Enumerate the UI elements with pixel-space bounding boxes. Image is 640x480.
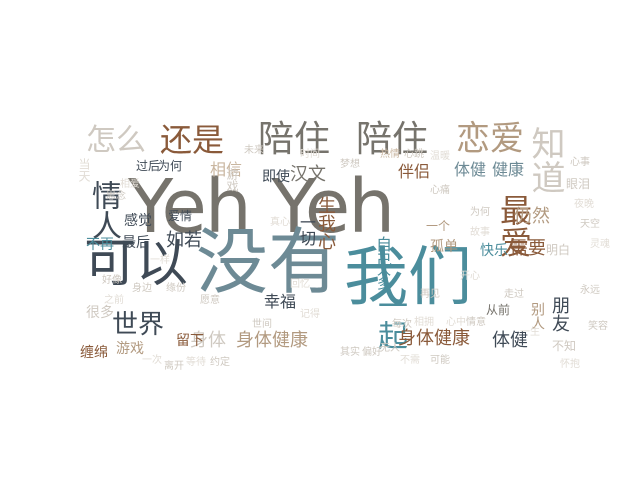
cloud-word: 开心 [460, 271, 480, 282]
cloud-word: 体健 [454, 160, 487, 179]
cloud-word: 走过 [504, 289, 524, 300]
cloud-word: 别人 [529, 302, 545, 330]
cloud-word: 如若 [166, 230, 202, 251]
cloud-word: 游戏 [225, 168, 239, 192]
cloud-word: 心中 [446, 317, 466, 328]
cloud-word: 世界 [112, 310, 165, 340]
cloud-word: 天空 [580, 219, 600, 230]
cloud-word: 故事 [470, 227, 490, 238]
cloud-word: 真心 [270, 217, 290, 228]
cloud-word: 心痛 [430, 185, 450, 196]
cloud-word: 记得 [300, 309, 320, 320]
cloud-word: 身边 [132, 283, 152, 294]
cloud-word: 还是 [160, 121, 225, 159]
cloud-word: 为何 [470, 207, 490, 218]
cloud-word: 游戏 [116, 341, 144, 357]
cloud-word: 需要 [510, 238, 546, 259]
cloud-word: 之前 [104, 295, 124, 306]
cloud-word: 快乐 [480, 243, 508, 259]
cloud-word: 回忆 [290, 279, 310, 290]
cloud-word: 心跳 [404, 149, 424, 160]
cloud-word: 可以 [84, 234, 189, 294]
cloud-word: 孤单 [430, 239, 458, 255]
cloud-word: 过后 [136, 159, 161, 173]
cloud-word: 幸福 [264, 292, 297, 311]
cloud-word: 一次 [142, 355, 162, 366]
cloud-word: 永远 [580, 285, 600, 296]
cloud-word: 夜晚 [574, 199, 594, 210]
cloud-word: 一起 [372, 290, 407, 350]
cloud-word: 缠绵 [80, 345, 108, 361]
cloud-word: 相拥 [414, 317, 434, 328]
cloud-word: 体健 [492, 330, 528, 351]
cloud-word: 恋爱 [456, 119, 524, 159]
cloud-word: 明白 [546, 243, 571, 257]
cloud-word: 不需 [400, 355, 420, 366]
cloud-word: 灵魂 [590, 239, 610, 250]
cloud-word: 可能 [430, 355, 450, 366]
cloud-word: 感觉 [124, 213, 152, 229]
cloud-word: 最后 [122, 235, 150, 251]
cloud-word: 留下 [176, 333, 204, 349]
cloud-word: 未来 [244, 145, 264, 156]
cloud-word: 思念 [106, 191, 126, 202]
cloud-word: Yeh Yeh [128, 164, 395, 250]
cloud-word: 陪住 [258, 119, 331, 160]
cloud-word: 愿意 [200, 295, 220, 306]
cloud-word: 没有 [196, 220, 341, 304]
cloud-word: 再见 [420, 289, 440, 300]
cloud-word: 一个 [426, 219, 451, 233]
cloud-word: 离开 [164, 361, 184, 372]
cloud-word: 我们 [344, 241, 472, 315]
cloud-word: 身体健康 [398, 328, 470, 349]
cloud-word: 等待 [186, 357, 206, 368]
cloud-word: 世间 [252, 319, 272, 330]
cloud-word: 一切 [297, 214, 316, 246]
cloud-word: 太多 [375, 262, 391, 290]
cloud-word: 缘份 [166, 283, 186, 294]
cloud-word: 约定 [210, 357, 230, 368]
cloud-word: 爱情 [168, 209, 193, 223]
cloud-word: 健康 [492, 160, 525, 179]
cloud-word: 从前 [486, 303, 511, 317]
cloud-word: 一生 [520, 327, 540, 338]
cloud-word: 时间 [300, 149, 320, 160]
cloud-word: 生我心 [315, 196, 336, 250]
cloud-word: 偏好 [362, 347, 382, 358]
cloud-word: 汉文 [290, 164, 326, 185]
cloud-word: 好像 [102, 275, 122, 286]
cloud-word: 温暖 [430, 151, 450, 162]
cloud-word: 不再 [86, 237, 114, 253]
cloud-word: 即使 [262, 169, 290, 185]
cloud-word: 当天 [77, 158, 91, 182]
cloud-word: 每次 [392, 319, 412, 330]
cloud-word: 笑容 [588, 321, 608, 332]
cloud-word: 热情 [380, 149, 400, 160]
cloud-word: 情意 [466, 317, 486, 328]
cloud-word: 无人 [380, 343, 400, 354]
cloud-word: 相信 [210, 160, 243, 179]
cloud-word: 很多 [86, 305, 114, 321]
cloud-word: 朋友 [549, 296, 570, 332]
cloud-word: 不知 [552, 339, 577, 353]
cloud-word: 其实 [340, 347, 360, 358]
cloud-word: 一样 [150, 255, 170, 266]
cloud-word: 为何 [158, 159, 183, 173]
cloud-word: 眼泪 [566, 177, 591, 191]
cloud-word: 情人 [86, 180, 121, 240]
cloud-word: 自己 [373, 236, 392, 268]
cloud-word: 怀抱 [560, 359, 580, 370]
cloud-word: 最爱 [495, 194, 533, 258]
cloud-word: 陪住 [356, 119, 429, 160]
cloud-word: 伴侣 [398, 162, 431, 181]
cloud-word: 梦想 [340, 159, 360, 170]
cloud-word: 知道 [525, 126, 565, 194]
cloud-word: 相爱 [120, 179, 140, 190]
cloud-word: 身体 [190, 330, 226, 351]
cloud-word: 仍然 [514, 206, 550, 227]
cloud-word: 身体健康 [236, 330, 308, 351]
cloud-word: 心事 [570, 157, 590, 168]
cloud-word: 怎么 [86, 123, 146, 158]
